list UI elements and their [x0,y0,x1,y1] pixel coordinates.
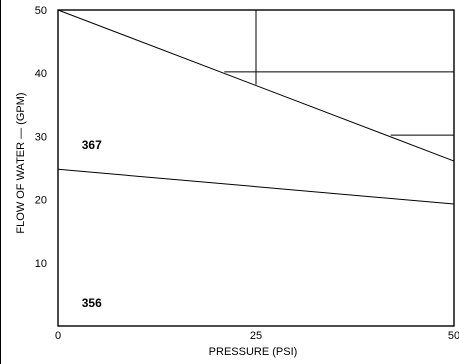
y-tick-label: 30 [35,131,47,143]
y-axis-label: FLOW OF WATER — (GPM) [15,92,27,233]
series-line-2 [57,168,455,205]
y-tick-label: 40 [35,68,47,80]
x-tick-label: 50 [448,330,459,342]
y-tick-label: 20 [35,195,47,207]
y-tick-label: 10 [35,258,47,270]
y-tick-label: 50 [35,5,47,17]
annotation-label: 367 [82,138,102,152]
series-line-1 [57,9,455,162]
x-tick-label: 0 [55,330,61,342]
x-axis-label: PRESSURE (PSI) [209,346,298,358]
x-tick-label: 25 [250,330,262,342]
annotation-label: 356 [82,296,102,310]
